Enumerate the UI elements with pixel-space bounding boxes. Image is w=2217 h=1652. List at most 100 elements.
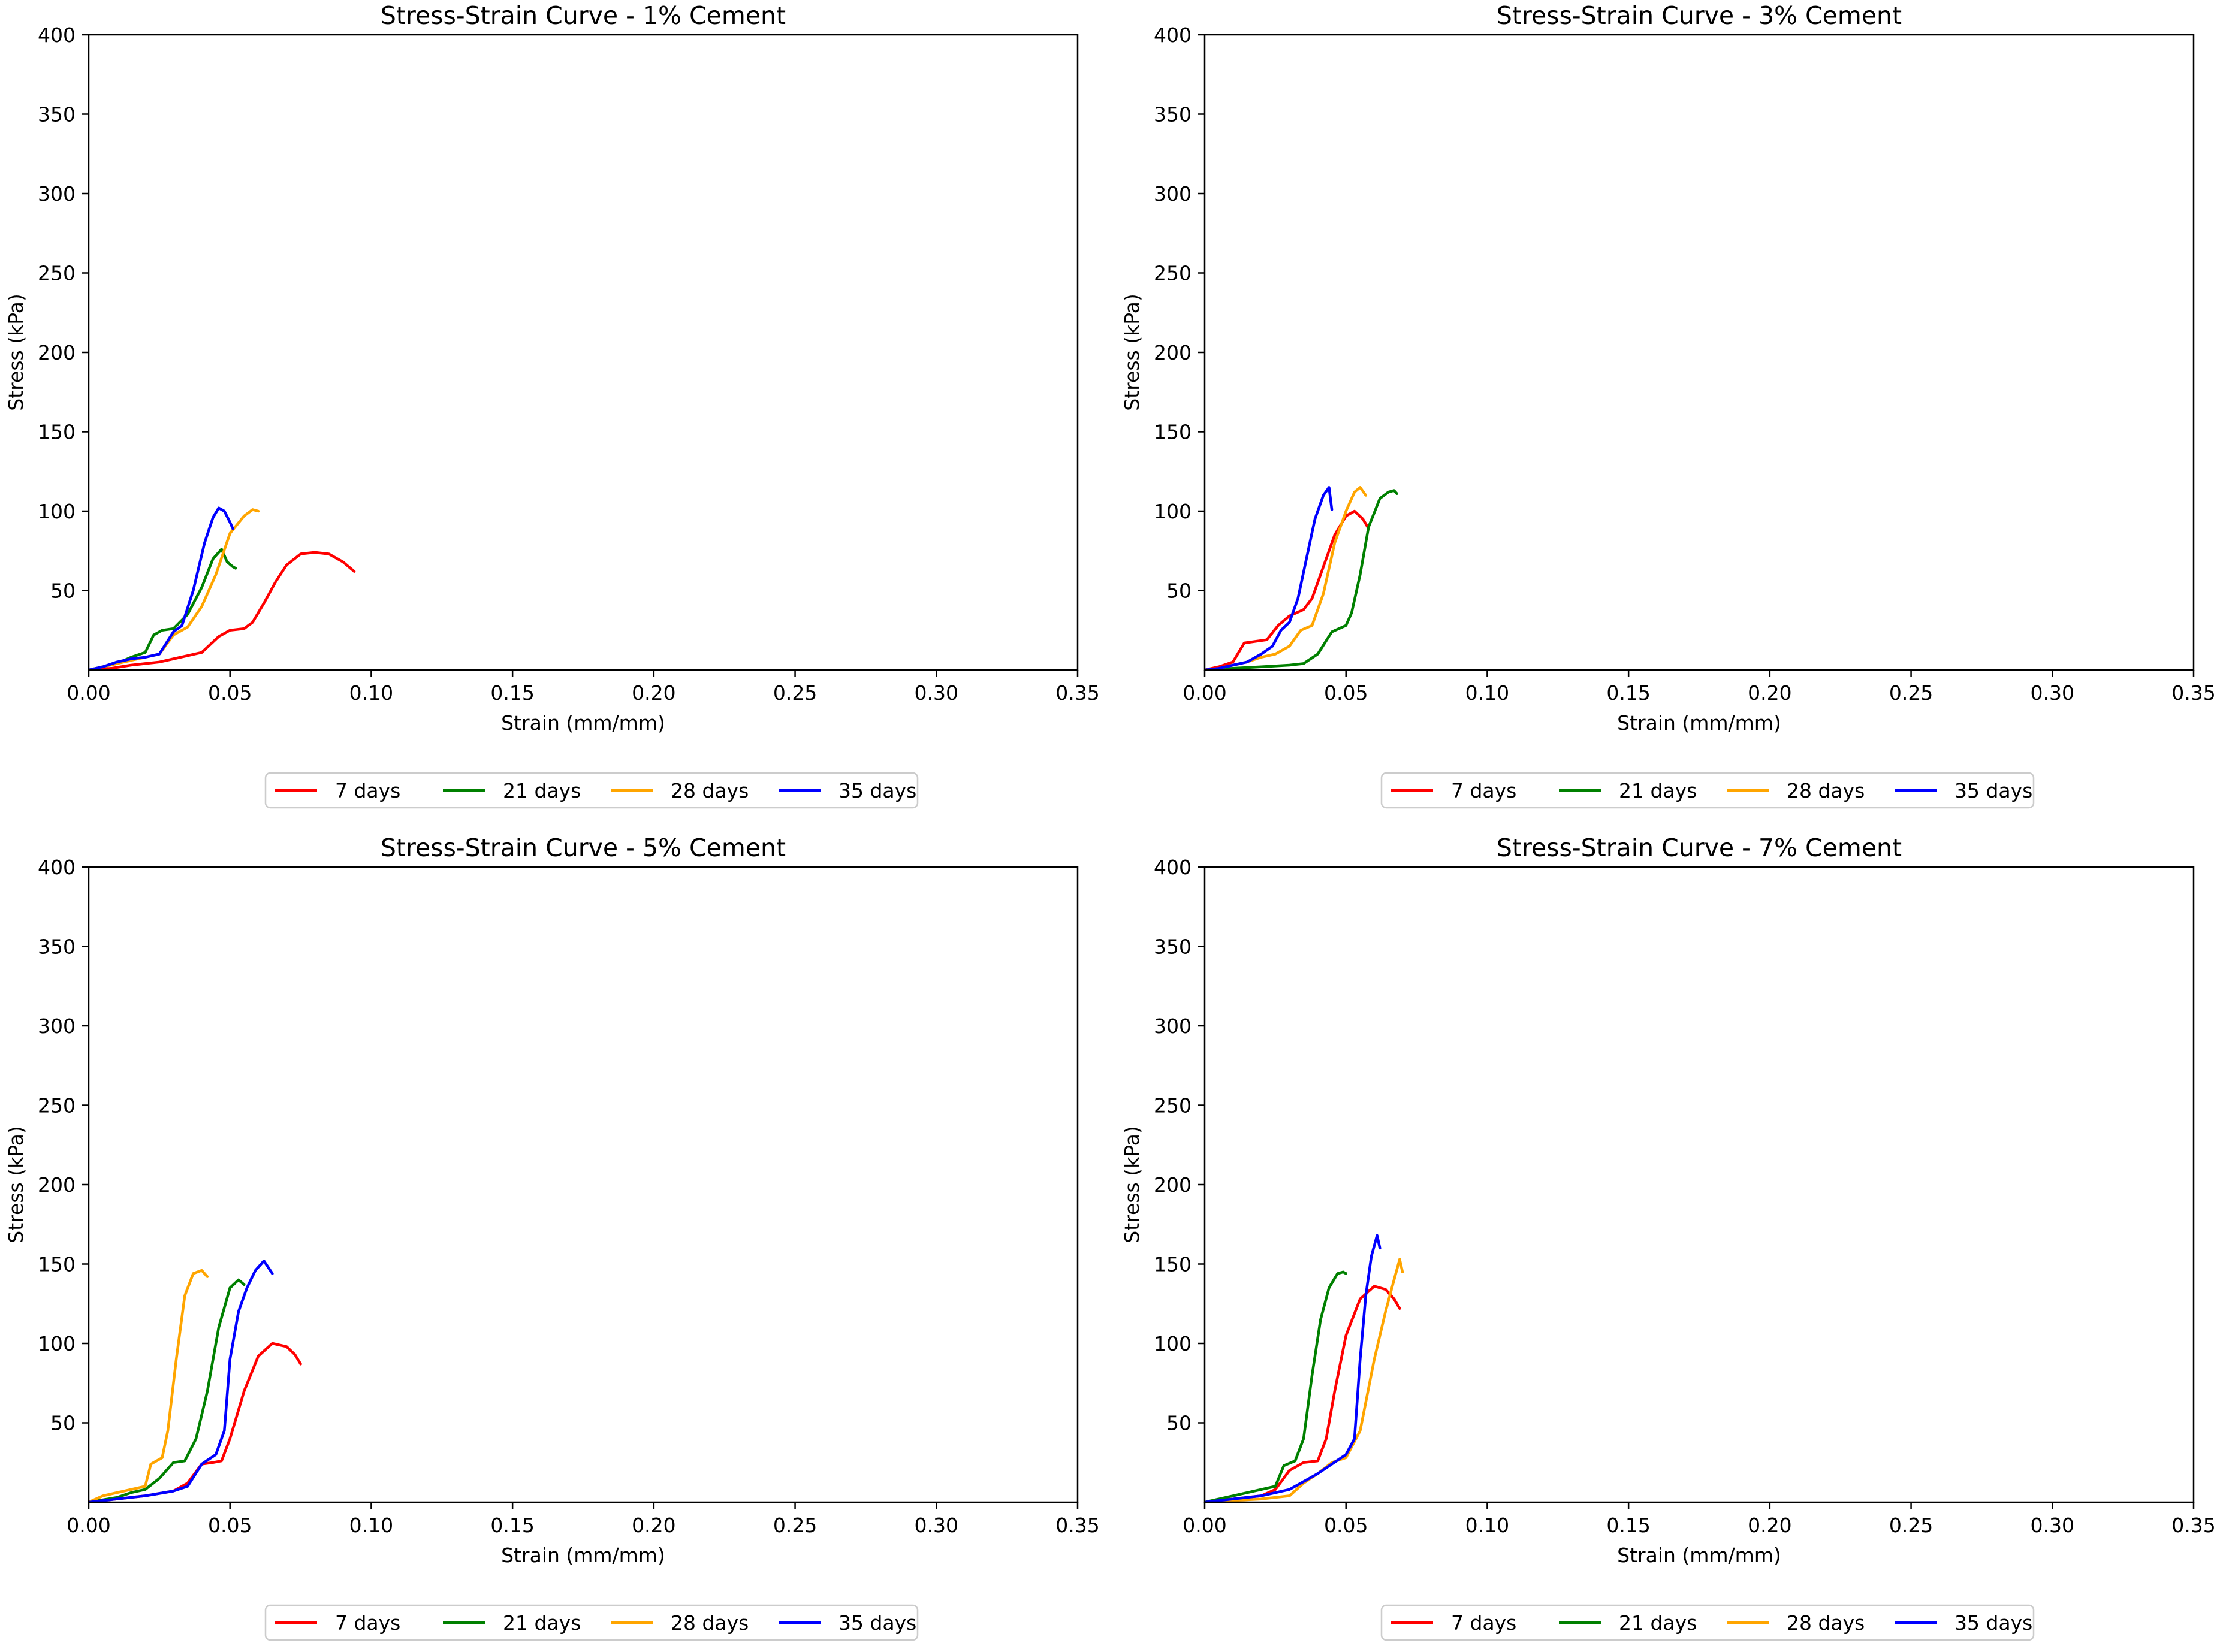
x-tick-label: 0.15 (490, 1514, 534, 1537)
x-tick-label: 0.15 (490, 681, 534, 705)
chart-title: Stress-Strain Curve - 1% Cement (381, 1, 786, 30)
legend: 7 days 21 days 28 days 35 days (264, 772, 919, 809)
series-lines (89, 1259, 302, 1502)
x-tick-label: 0.05 (208, 1514, 252, 1537)
y-tick-label: 250 (1154, 262, 1192, 285)
y-tick-label: 200 (38, 341, 76, 364)
y-tick-label: 150 (38, 421, 76, 444)
x-tick-label: 0.30 (915, 681, 958, 705)
y-axis-label: Stress (kPa) (4, 294, 28, 410)
y-tick-label: 350 (38, 935, 76, 959)
x-tick-label: 0.00 (67, 681, 110, 705)
series-lines (1205, 1234, 1404, 1502)
x-tick-label: 0.05 (208, 681, 252, 705)
y-tick-label: 250 (38, 1094, 76, 1118)
series-line-35-days (1205, 1234, 1382, 1502)
legend-label: 7 days (335, 779, 400, 802)
series-line-35-days (1205, 486, 1334, 670)
y-tick-label: 350 (1154, 103, 1192, 126)
y-axis-label: Stress (kPa) (1120, 1126, 1144, 1243)
series-line-28-days (89, 1269, 209, 1502)
y-tick-label: 150 (1154, 421, 1192, 444)
legend-box (1380, 1604, 2035, 1641)
y-tick-label: 250 (38, 262, 76, 285)
y-tick-label: 250 (1154, 1094, 1192, 1118)
x-tick-label: 0.20 (632, 681, 675, 705)
y-tick-label: 150 (38, 1253, 76, 1276)
series-line-28-days (1205, 1258, 1404, 1502)
y-axis-label: Stress (kPa) (1120, 294, 1144, 410)
x-tick-label: 0.35 (1055, 681, 1099, 705)
legend-label: 7 days (335, 1611, 400, 1635)
x-tick-label: 0.00 (67, 1514, 110, 1537)
legend-label: 21 days (503, 779, 581, 802)
x-tick-label: 0.00 (1183, 1514, 1226, 1537)
y-tick-label: 200 (1154, 1173, 1192, 1197)
y-tick-label: 350 (1154, 935, 1192, 959)
y-tick-label: 50 (50, 1412, 76, 1435)
legend-label: 28 days (1787, 1611, 1865, 1635)
legend-label: 21 days (503, 1611, 581, 1635)
x-tick-label: 0.20 (632, 1514, 675, 1537)
plot-area-frame (1203, 34, 2195, 671)
y-tick-label: 100 (1154, 500, 1192, 523)
x-tick-label: 0.05 (1324, 1514, 1368, 1537)
y-axis-label: Stress (kPa) (4, 1126, 28, 1243)
y-tick-label: 100 (38, 500, 76, 523)
plot-area-frame (88, 34, 1079, 671)
x-tick-label: 0.10 (349, 1514, 393, 1537)
legend: 7 days 21 days 28 days 35 days (264, 1604, 919, 1641)
series-line-21-days (1205, 1270, 1347, 1502)
y-tick-label: 400 (38, 23, 76, 47)
chart-panel-4: Stress-Strain Curve - 7% Cement 0.00 0.05 0… (1120, 833, 2216, 1641)
y-tick-label: 400 (1154, 856, 1192, 879)
legend-label: 28 days (1787, 779, 1865, 802)
x-tick-label: 0.05 (1324, 681, 1368, 705)
legend-label: 28 days (671, 1611, 749, 1635)
legend-box (264, 1604, 919, 1641)
x-axis-label: Strain (mm/mm) (1617, 711, 1781, 735)
x-tick-label: 0.30 (915, 1514, 958, 1537)
legend-label: 21 days (1619, 1611, 1697, 1635)
y-tick-label: 400 (1154, 23, 1192, 47)
y-tick-label: 150 (1154, 1253, 1192, 1276)
y-tick-label: 400 (38, 856, 76, 879)
x-tick-label: 0.10 (349, 681, 393, 705)
y-tick-label: 100 (38, 1332, 76, 1355)
series-line-35-days (89, 506, 234, 670)
x-tick-label: 0.25 (1889, 1514, 1933, 1537)
y-tick-label: 350 (38, 103, 76, 126)
x-tick-label: 0.10 (1465, 1514, 1509, 1537)
x-tick-label: 0.20 (1748, 1514, 1791, 1537)
plot-area-frame (88, 866, 1079, 1503)
chart-panel-1: Stress-Strain Curve - 1% Cement 0.00 0.05 0… (4, 1, 1100, 809)
y-tick-label: 300 (38, 182, 76, 206)
legend-label: 7 days (1451, 779, 1516, 802)
series-line-21-days (89, 1278, 246, 1502)
legend-label: 35 days (1954, 1611, 2032, 1635)
x-tick-label: 0.25 (773, 1514, 817, 1537)
x-axis-label: Strain (mm/mm) (1617, 1544, 1781, 1567)
series-line-7-days (89, 551, 356, 670)
y-tick-label: 300 (1154, 182, 1192, 206)
x-axis-label: Strain (mm/mm) (501, 711, 665, 735)
series-lines (89, 506, 356, 670)
chart-title: Stress-Strain Curve - 5% Cement (381, 833, 786, 862)
legend: 7 days 21 days 28 days 35 days (1380, 1604, 2035, 1641)
series-lines (1205, 486, 1398, 670)
chart-panel-3: Stress-Strain Curve - 5% Cement 0.00 0.05 0… (4, 833, 1100, 1641)
legend-label: 21 days (1619, 779, 1697, 802)
y-tick-label: 100 (1154, 1332, 1192, 1355)
y-tick-label: 200 (1154, 341, 1192, 364)
legend: 7 days 21 days 28 days 35 days (1380, 772, 2035, 809)
legend-label: 28 days (671, 779, 749, 802)
legend-label: 35 days (1954, 779, 2032, 802)
x-tick-label: 0.35 (2171, 1514, 2215, 1537)
legend-label: 35 days (838, 779, 916, 802)
x-tick-label: 0.30 (2031, 681, 2074, 705)
legend-label: 7 days (1451, 1611, 1516, 1635)
legend-label: 35 days (838, 1611, 916, 1635)
x-tick-label: 0.00 (1183, 681, 1226, 705)
y-tick-label: 300 (38, 1014, 76, 1038)
